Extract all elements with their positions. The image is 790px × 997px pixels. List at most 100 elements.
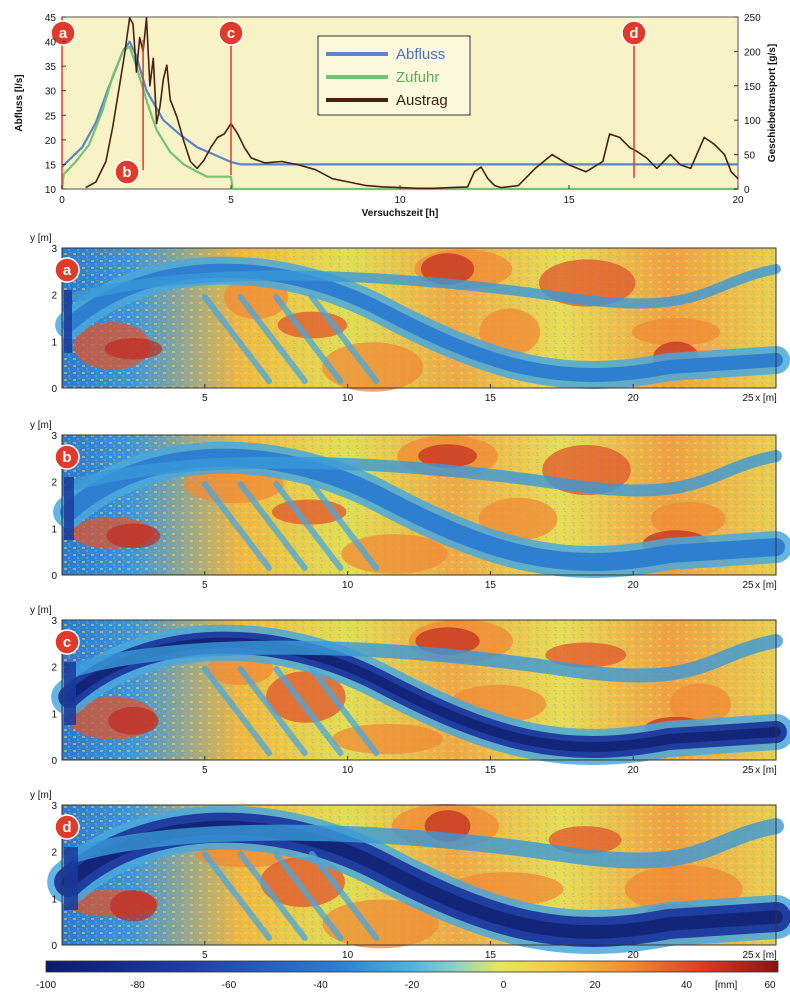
event-markers: a b c d <box>50 17 647 189</box>
panel-x-tick: 10 <box>342 765 354 776</box>
colorbar-tick: -80 <box>130 980 145 991</box>
panel-x-tick: 5 <box>202 393 208 404</box>
panel-x-tick: 25 <box>742 580 754 591</box>
secondary-channel <box>68 818 784 869</box>
x-tick-label: 5 <box>228 195 234 206</box>
panel-y-tick: 2 <box>51 848 57 859</box>
side-channel <box>201 666 273 756</box>
panel-y-tick: 2 <box>51 663 57 674</box>
deposition-zone <box>331 723 444 755</box>
y-right-tick-label: 50 <box>744 151 756 162</box>
x-tick-label: 0 <box>59 195 65 206</box>
marker-label-b: b <box>122 164 131 181</box>
y-left-tick-label: 30 <box>45 87 57 98</box>
y-left-tick-label: 15 <box>45 160 57 171</box>
panel-x-tick: 25 <box>742 393 754 404</box>
panel-x-label: x [m] <box>755 393 777 404</box>
y-left-tick-label: 35 <box>45 62 57 73</box>
side-channel <box>308 851 380 941</box>
x-axis-label: Versuchszeit [h] <box>362 208 439 219</box>
deposition-peak <box>106 523 161 549</box>
panel-y-label: y [m] <box>30 790 52 801</box>
y-axis-label-right: Geschiebetransport [g/s] <box>767 44 778 162</box>
deposition-zone <box>650 501 726 537</box>
colorbar-tick: -100 <box>36 980 56 991</box>
y-axis-label-left: Abfluss [l/s] <box>14 74 25 131</box>
panel-frame <box>61 434 777 576</box>
panel-marker-label: b <box>62 449 71 466</box>
panel-y-tick: 2 <box>51 478 57 489</box>
inflow-zone <box>64 290 72 353</box>
deposition-zone <box>631 318 721 346</box>
y-right-tick-label: 100 <box>744 116 761 127</box>
deposition-zone <box>669 683 731 725</box>
colorbar-tick: 60 <box>764 980 776 991</box>
deposition-zone <box>322 342 424 392</box>
panel-marker-label: c <box>63 634 71 651</box>
panel-x-label: x [m] <box>755 950 777 961</box>
panel-x-tick: 20 <box>628 950 640 961</box>
secondary-channel <box>69 634 783 683</box>
colorbar-tick: 40 <box>681 980 693 991</box>
axis-ticks: 0 5 10 15 20 10 15 20 25 30 35 40 45 0 50 100 150 200 250 <box>45 13 761 206</box>
panel-x-tick: 5 <box>202 765 208 776</box>
y-left-tick-label: 40 <box>45 38 57 49</box>
deposition-zone <box>478 497 558 541</box>
x-tick-label: 15 <box>563 195 575 206</box>
deposition-peak <box>420 253 475 285</box>
panel-y-tick: 3 <box>51 616 57 627</box>
panel-x-tick: 20 <box>628 580 640 591</box>
side-channel <box>273 481 344 571</box>
panel-x-tick: 5 <box>202 950 208 961</box>
deposition-zone <box>322 899 439 949</box>
flow-chart: a b c d 0 5 10 15 20 10 15 20 25 30 35 40 45 0 50 100 150 20… <box>14 13 778 219</box>
secondary-channel <box>70 450 782 497</box>
panel-y-label: y [m] <box>30 605 52 616</box>
panel-x-tick: 15 <box>485 950 497 961</box>
panel-x-tick: 10 <box>342 580 354 591</box>
panel-x-label: x [m] <box>755 765 777 776</box>
side-channel <box>308 666 380 756</box>
panel-x-label: x [m] <box>755 580 777 591</box>
legend: Abfluss Zufuhr Austrag <box>317 35 471 116</box>
side-channel <box>237 294 308 384</box>
panel-y-tick: 3 <box>51 431 57 442</box>
deposition-peak <box>104 338 163 360</box>
panel-d: y [m] 0 1 2 3 5 10 15 20 25 x [m] d <box>30 790 790 961</box>
colorbar: -100 -80 -60 -40 -20 0 20 40 60 [mm] <box>36 960 779 991</box>
side-channel <box>201 851 273 941</box>
series-lines <box>60 17 739 191</box>
panel-x-tick: 10 <box>342 393 354 404</box>
colorbar-tick: -60 <box>222 980 237 991</box>
panel-y-label: y [m] <box>30 420 52 431</box>
marker-circle-a <box>50 20 76 46</box>
legend-label-abfluss: Abfluss <box>396 46 445 63</box>
side-channel <box>201 294 273 384</box>
panel-marker-label: a <box>63 262 72 279</box>
panel-a: y [m] 0 1 2 3 5 10 15 20 25 x [m] a <box>30 233 790 404</box>
y-left-tick-label: 20 <box>45 136 57 147</box>
panel-marker-circle <box>54 629 80 655</box>
y-right-tick-label: 200 <box>744 47 761 58</box>
y-right-tick-label: 250 <box>744 13 761 24</box>
x-tick-label: 20 <box>732 195 744 206</box>
panel-x-tick: 15 <box>485 765 497 776</box>
side-channel <box>273 666 344 756</box>
inflow-zone <box>64 477 74 540</box>
side-channel <box>308 294 380 384</box>
x-tick-label: 10 <box>394 195 406 206</box>
colorbar-ticks: -100 -80 -60 -40 -20 0 20 40 60 <box>36 980 776 991</box>
side-channel <box>237 481 308 571</box>
panel-y-tick: 1 <box>51 524 57 535</box>
colorbar-gradient <box>45 960 779 973</box>
marker-circle-d <box>621 20 647 46</box>
y-left-tick-label: 10 <box>45 185 57 196</box>
marker-label-a: a <box>59 25 68 42</box>
deposition-zone <box>545 642 627 668</box>
side-channel <box>308 481 380 571</box>
y-right-tick-label: 150 <box>744 82 761 93</box>
side-channel <box>201 481 273 571</box>
panel-x-tick: 20 <box>628 765 640 776</box>
panel-y-tick: 0 <box>51 941 57 952</box>
